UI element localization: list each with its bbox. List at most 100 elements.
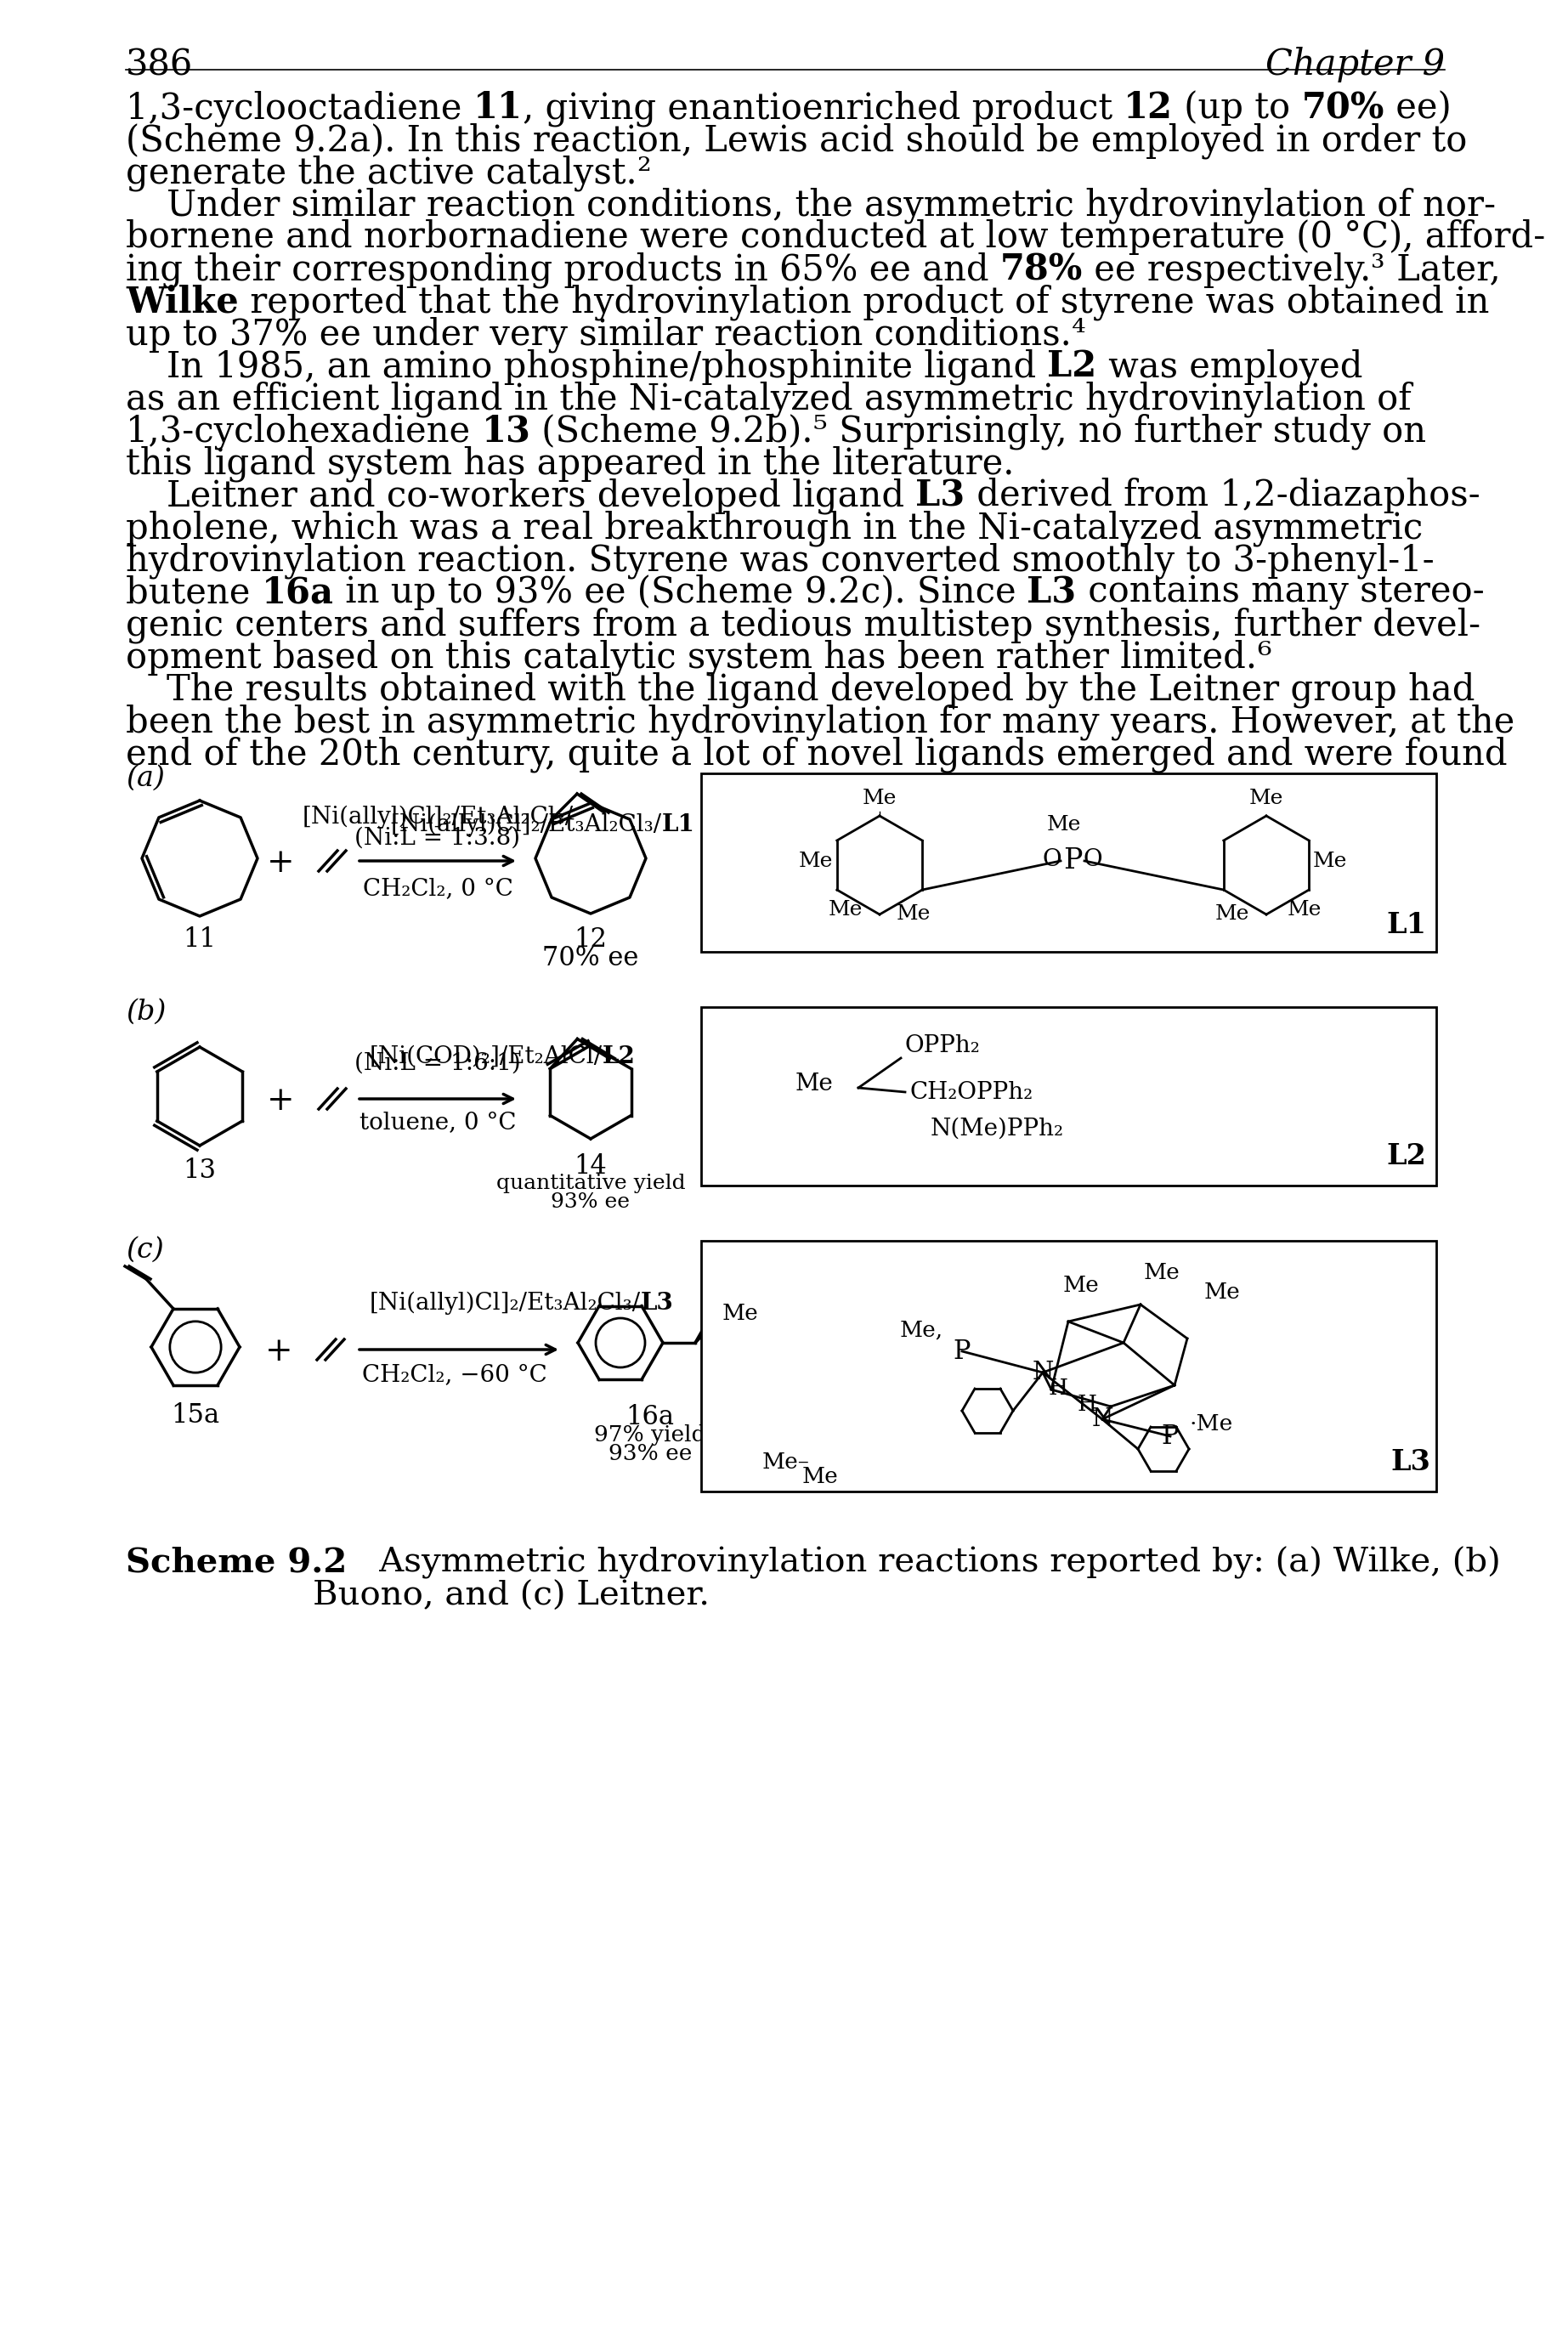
Text: N: N (1091, 1407, 1113, 1431)
Text: Leitner and co-workers developed ligand: Leitner and co-workers developed ligand (166, 477, 916, 514)
Text: L1: L1 (662, 813, 695, 836)
Text: Me: Me (828, 900, 862, 918)
Text: as an efficient ligand in the Ni-catalyzed asymmetric hydrovinylation of: as an efficient ligand in the Ni-catalyz… (125, 381, 1411, 416)
Text: 15a: 15a (171, 1402, 220, 1428)
Text: 70% ee: 70% ee (543, 944, 638, 972)
Text: H: H (1077, 1393, 1096, 1414)
Text: 16a: 16a (262, 576, 334, 611)
Text: In 1985, an amino phosphine/phosphinite ligand: In 1985, an amino phosphine/phosphinite … (166, 348, 1047, 385)
Text: Me: Me (795, 1071, 833, 1095)
Text: Me: Me (1215, 904, 1250, 923)
Text: 93% ee: 93% ee (550, 1193, 630, 1212)
Text: P: P (1162, 1423, 1179, 1449)
Text: generate the active catalyst.: generate the active catalyst. (125, 155, 637, 190)
Text: Buono, and (c) Leitner.: Buono, and (c) Leitner. (312, 1581, 710, 1611)
Text: The results obtained with the ligand developed by the Leitner group had: The results obtained with the ligand dev… (166, 672, 1475, 707)
Text: OPPh₂: OPPh₂ (905, 1034, 980, 1057)
Text: (c): (c) (125, 1236, 163, 1264)
Text: O: O (1083, 848, 1102, 871)
Text: pholene, which was a real breakthrough in the Ni-catalyzed asymmetric: pholene, which was a real breakthrough i… (125, 510, 1422, 545)
Text: Me: Me (1250, 789, 1284, 808)
Text: 78%: 78% (1000, 251, 1083, 287)
Text: reported that the hydrovinylation product of styrene was obtained in: reported that the hydrovinylation produc… (238, 284, 1490, 319)
Text: ⁴: ⁴ (1071, 317, 1085, 352)
Text: CH₂Cl₂, 0 °C: CH₂Cl₂, 0 °C (362, 879, 513, 902)
Text: L2: L2 (602, 1045, 635, 1069)
Text: 16a: 16a (626, 1405, 674, 1431)
Text: Me: Me (1063, 1276, 1099, 1297)
Text: ee): ee) (1385, 89, 1450, 127)
Text: L2: L2 (1047, 348, 1098, 385)
Text: Me: Me (801, 1466, 839, 1487)
Text: 14: 14 (574, 1153, 607, 1179)
Text: (Ni:L = 1:3.8): (Ni:L = 1:3.8) (354, 827, 521, 850)
Text: 386: 386 (125, 47, 193, 82)
Text: toluene, 0 °C: toluene, 0 °C (359, 1111, 516, 1135)
Text: 93% ee: 93% ee (608, 1442, 691, 1463)
Text: bornene and norbornadiene were conducted at low temperature (0 °C), afford-: bornene and norbornadiene were conducted… (125, 218, 1546, 256)
Text: 11: 11 (183, 926, 216, 954)
Text: Me,: Me, (900, 1320, 944, 1341)
Text: +: + (267, 1085, 295, 1116)
Text: ⁶: ⁶ (1258, 639, 1272, 674)
Text: Scheme 9.2: Scheme 9.2 (125, 1546, 347, 1579)
Text: CH₂OPPh₂: CH₂OPPh₂ (909, 1081, 1033, 1104)
Text: [Ni(COD)₂]/Et₂AlCl/: [Ni(COD)₂]/Et₂AlCl/ (370, 1045, 602, 1069)
Text: O: O (1043, 848, 1062, 871)
Text: end of the 20th century, quite a lot of novel ligands emerged and were found: end of the 20th century, quite a lot of … (125, 735, 1507, 773)
Text: (Ni:L = 1:6:1): (Ni:L = 1:6:1) (354, 1052, 521, 1076)
Text: ee respectively.: ee respectively. (1083, 251, 1370, 287)
Bar (701, 773, 1436, 951)
Text: Me: Me (1312, 850, 1347, 871)
Text: quantitative yield: quantitative yield (495, 1174, 685, 1193)
Text: Chapter 9: Chapter 9 (1265, 47, 1444, 82)
Text: Wilke: Wilke (125, 284, 238, 319)
Text: ·Me: ·Me (1189, 1412, 1232, 1435)
Text: +: + (267, 848, 295, 879)
Text: Me: Me (1047, 815, 1082, 834)
Text: ing their corresponding products in 65% ee and: ing their corresponding products in 65% … (125, 251, 1000, 287)
Text: in up to 93% ee (Scheme 9.2c). Since: in up to 93% ee (Scheme 9.2c). Since (334, 576, 1027, 611)
Bar (701, 1008, 1436, 1186)
Bar (701, 1240, 1436, 1492)
Text: L3: L3 (1027, 576, 1077, 611)
Text: 70%: 70% (1301, 89, 1385, 127)
Text: butene: butene (125, 576, 262, 611)
Text: Surprisingly, no further study on: Surprisingly, no further study on (828, 413, 1425, 449)
Text: N(Me)PPh₂: N(Me)PPh₂ (930, 1118, 1065, 1139)
Text: P: P (1063, 848, 1082, 874)
Text: [Ni(allyl)Cl]₂/Et₃Al₂Cl₃/: [Ni(allyl)Cl]₂/Et₃Al₂Cl₃/ (303, 806, 574, 829)
Text: L3: L3 (641, 1292, 674, 1315)
Text: +: + (265, 1337, 293, 1367)
Text: up to 37% ee under very similar reaction conditions.: up to 37% ee under very similar reaction… (125, 317, 1071, 352)
Text: was employed: was employed (1098, 348, 1363, 385)
Text: Me: Me (1204, 1283, 1240, 1304)
Text: Under similar reaction conditions, the asymmetric hydrovinylation of nor-: Under similar reaction conditions, the a… (166, 188, 1496, 223)
Text: 97% yield: 97% yield (594, 1423, 706, 1445)
Text: [Ni(allyl)Cl]₂/Et₃Al₂Cl₃/: [Ni(allyl)Cl]₂/Et₃Al₂Cl₃/ (370, 1292, 641, 1315)
Text: genic centers and suffers from a tedious multistep synthesis, further devel-: genic centers and suffers from a tedious… (125, 606, 1480, 644)
Text: Me: Me (1143, 1261, 1181, 1283)
Text: H: H (1049, 1377, 1068, 1398)
Text: Me: Me (798, 850, 833, 871)
Text: L1: L1 (1386, 911, 1427, 940)
Text: ²: ² (637, 155, 651, 190)
Text: Asymmetric hydrovinylation reactions reported by: (a) Wilke, (b): Asymmetric hydrovinylation reactions rep… (347, 1546, 1501, 1579)
Text: Later,: Later, (1385, 251, 1501, 287)
Text: 11: 11 (474, 89, 522, 127)
Text: (Scheme 9.2b).: (Scheme 9.2b). (530, 413, 814, 449)
Text: N: N (1032, 1360, 1054, 1384)
Text: 13: 13 (183, 1158, 216, 1184)
Text: ³: ³ (1370, 251, 1385, 287)
Text: been the best in asymmetric hydrovinylation for many years. However, at the: been the best in asymmetric hydrovinylat… (125, 705, 1515, 740)
Text: (b): (b) (125, 998, 166, 1027)
Text: opment based on this catalytic system has been rather limited.: opment based on this catalytic system ha… (125, 639, 1258, 674)
Text: [Ni(allyl)Cl]₂/Et₃Al₂Cl₃/: [Ni(allyl)Cl]₂/Et₃Al₂Cl₃/ (390, 813, 662, 836)
Text: 12: 12 (574, 926, 607, 954)
Text: contains many stereo-: contains many stereo- (1077, 576, 1485, 611)
Text: Me: Me (862, 789, 897, 808)
Text: 12: 12 (1124, 89, 1173, 127)
Text: P: P (953, 1339, 971, 1365)
Text: , giving enantioenriched product: , giving enantioenriched product (522, 89, 1124, 127)
Text: derived from 1,2-diazaphos-: derived from 1,2-diazaphos- (964, 477, 1480, 514)
